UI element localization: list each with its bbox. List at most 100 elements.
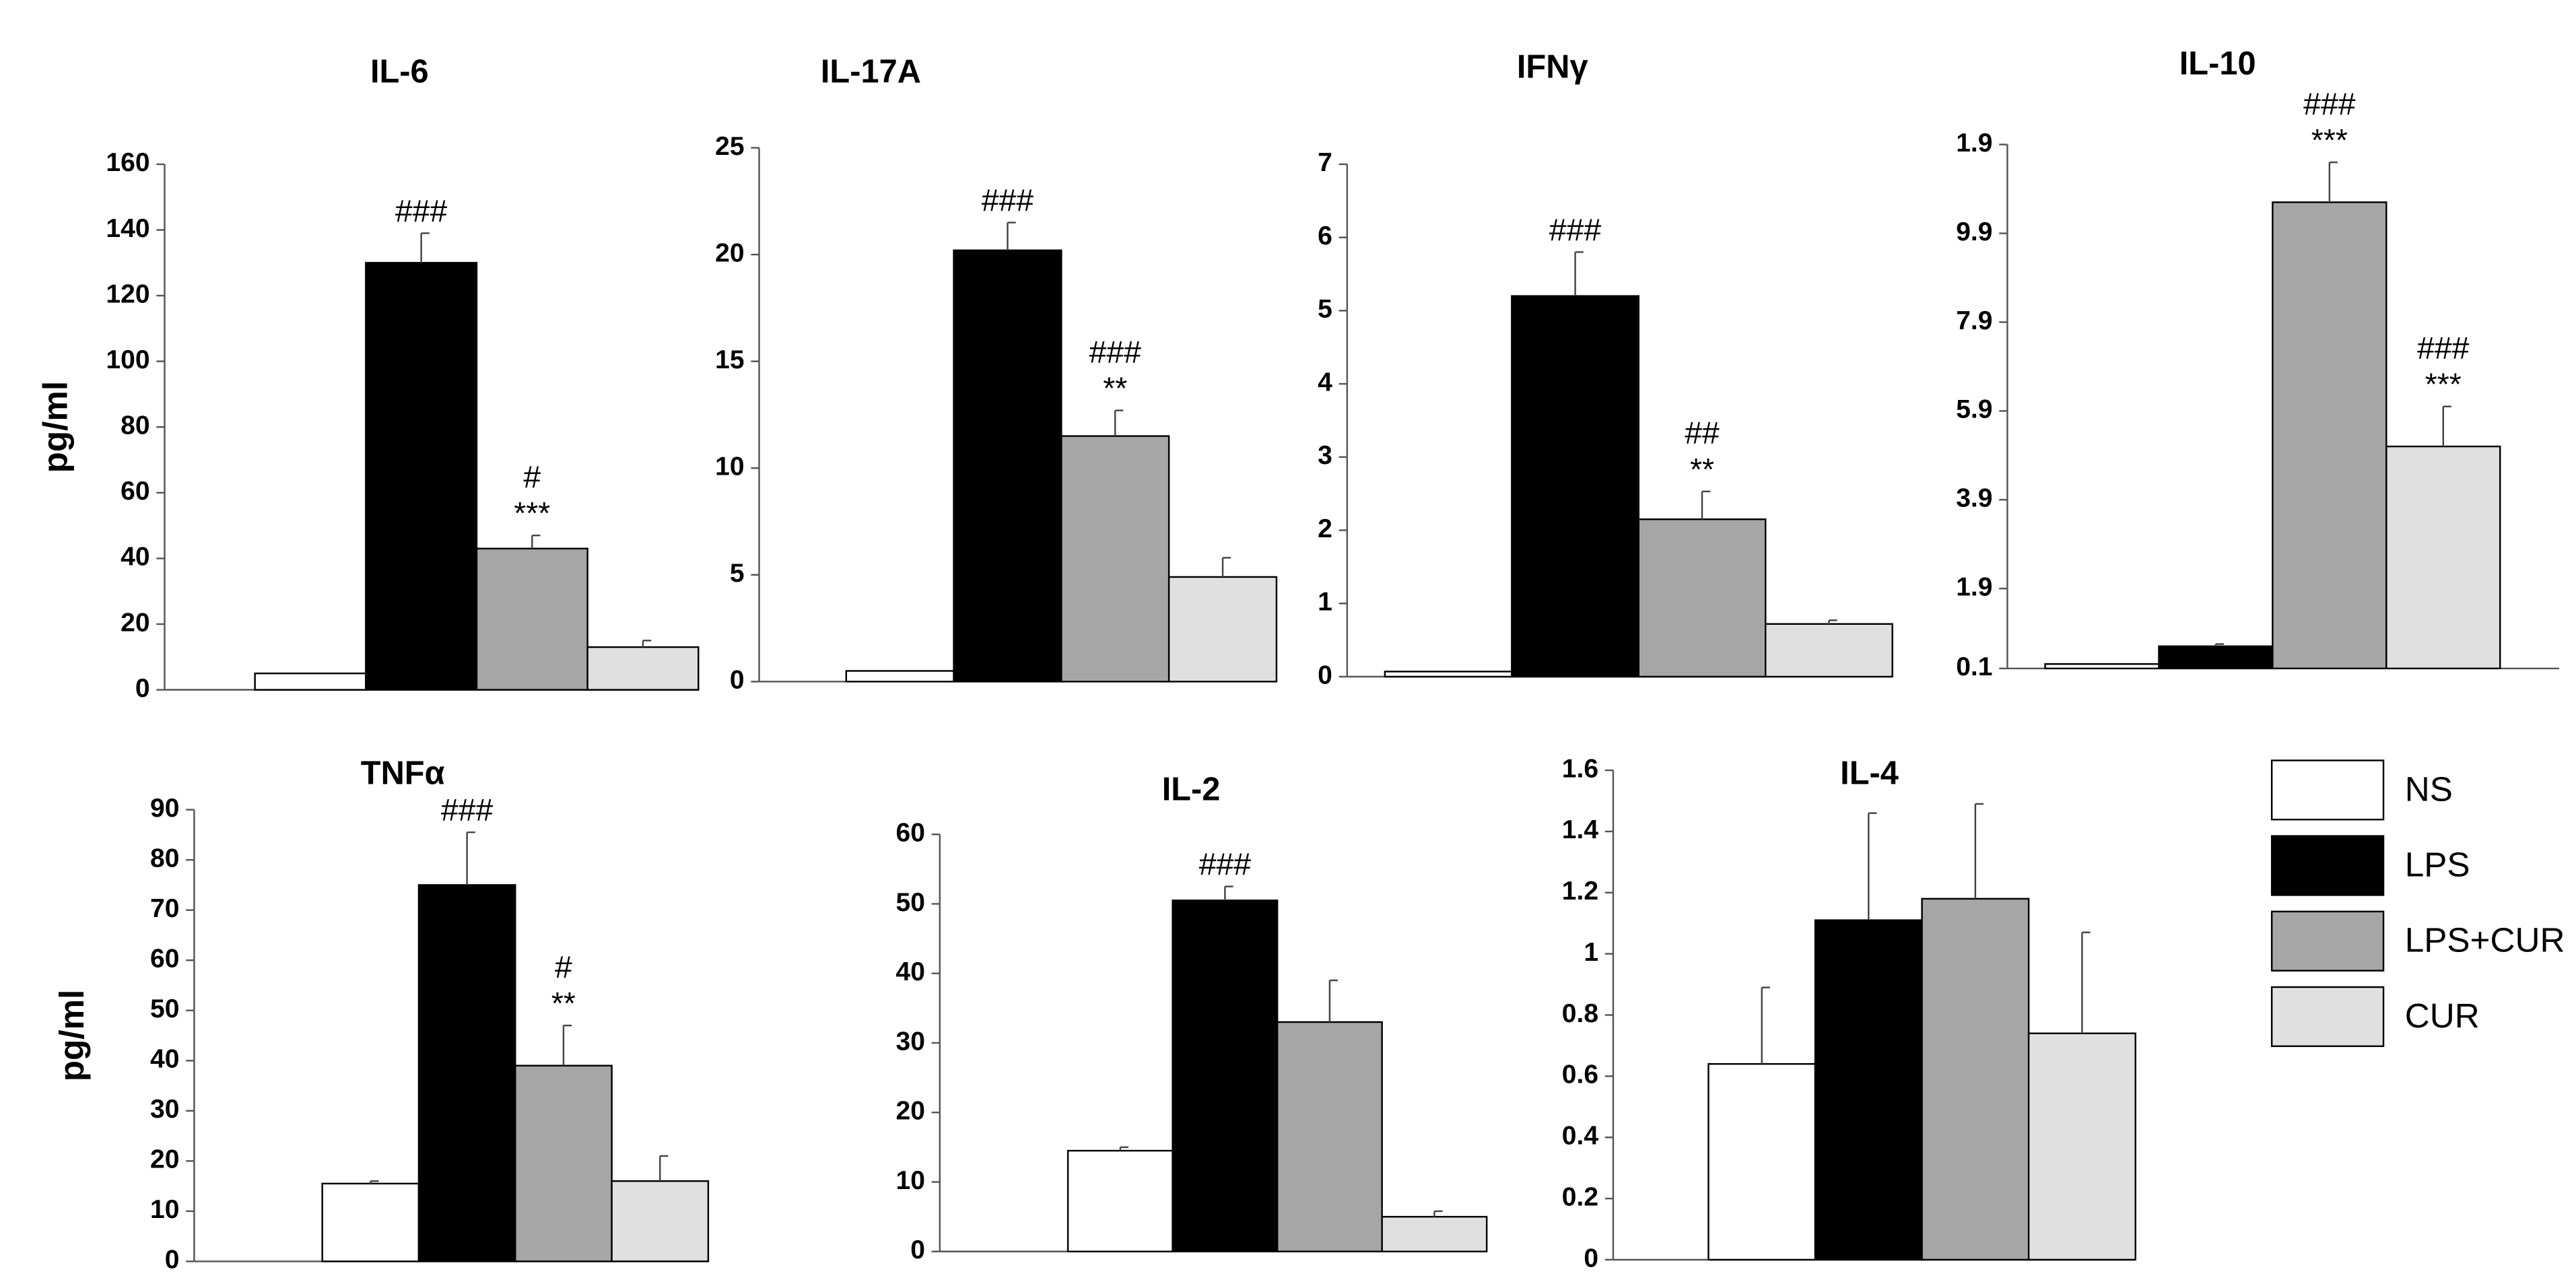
y-tick-label: 60 [150,945,179,974]
y-tick-label: 50 [896,888,925,917]
chart-title: IL-10 [2179,45,2256,81]
y-tick-label: 5 [1318,295,1332,324]
bar [1276,1021,1383,1252]
bar [1637,518,1767,678]
y-tick-label: 80 [121,411,149,440]
bar [1172,900,1279,1252]
chart-title: IL-4 [1840,755,1899,791]
legend-swatch [2270,910,2385,972]
annotation: ### [2303,86,2356,121]
y-tick-label: 30 [896,1027,925,1056]
chart-title: TNFα [361,755,445,791]
y-tick-label: 5 [730,559,745,588]
annotation: ** [551,986,576,1021]
y-tick-label: 1 [1584,938,1598,967]
y-tick-label: 0 [165,1246,180,1275]
y-tick-label: 10 [150,1195,179,1224]
bar [1921,898,2030,1261]
annotation: ### [441,792,494,827]
y-tick-label: 0 [910,1236,925,1264]
legend-swatch [2270,759,2385,821]
bar [1814,919,1923,1261]
y-tick-label: 0.1 [1956,652,1992,681]
y-tick-label: 60 [121,477,149,506]
bar [1511,295,1640,678]
bar [1765,623,1893,678]
y-tick-label: 1.9 [1956,572,1992,601]
y-tick-label: 0.4 [1562,1122,1599,1151]
bar [1060,435,1170,683]
bar [514,1064,613,1262]
bar [1707,1062,1817,1261]
legend-swatch [2270,986,2385,1048]
y-tick-label: 0.6 [1562,1060,1598,1089]
bar [254,672,367,691]
bar [2044,663,2160,670]
y-tick-label: 0.2 [1562,1182,1598,1211]
y-tick-label: 40 [896,957,925,986]
bar [365,262,478,691]
annotation: ### [1089,335,1142,370]
y-tick-label: 1.2 [1562,877,1598,906]
y-tick-label: 70 [150,894,179,923]
bar [611,1180,710,1262]
annotation: ** [1103,371,1127,406]
y-tick-label: 2 [1318,514,1332,543]
y-tick-label: 140 [106,214,149,243]
y-tick-label: 1.4 [1562,815,1599,844]
annotation: *** [2311,123,2348,158]
annotation: ### [395,193,448,228]
bar [2158,645,2274,670]
bar [1167,576,1278,683]
y-axis-label: pg/ml [36,381,74,473]
y-tick-label: 20 [715,238,744,267]
annotation: ### [1199,847,1252,882]
chart-title: IL-17A [821,54,921,90]
bar [586,646,700,691]
annotation: ## [1685,415,1720,450]
y-tick-label: 0 [1584,1244,1598,1273]
y-tick-label: 7 [1318,148,1332,177]
annotation: ### [982,182,1034,217]
y-tick-label: 1 [1318,588,1332,617]
bar [475,547,588,691]
y-tick-label: 60 [896,818,925,847]
y-tick-label: 0 [1318,661,1332,689]
legend-label: NS [2405,770,2453,808]
y-tick-label: 0 [135,674,150,703]
legend-label: CUR [2405,996,2480,1035]
y-tick-label: 30 [150,1095,179,1124]
bar [953,249,1062,683]
legend-swatch [2270,835,2385,896]
y-tick-label: 10 [715,452,744,481]
y-tick-label: 10 [896,1166,925,1195]
y-tick-label: 80 [150,844,179,873]
y-tick-label: 50 [150,994,179,1023]
annotation: # [555,949,572,984]
y-tick-label: 0 [730,666,745,695]
bar [845,670,955,683]
y-tick-label: 3 [1318,441,1332,470]
bar [417,884,516,1262]
y-tick-label: 20 [896,1097,925,1126]
chart-title: IL-6 [370,54,429,90]
y-axis-label: pg/ml [53,990,91,1082]
y-tick-label: 40 [121,543,149,572]
bar [1381,1215,1488,1252]
legend-label: LPS [2405,846,2470,884]
y-tick-label: 100 [106,345,149,374]
legend-label: LPS+CUR [2405,921,2565,959]
bar [2272,201,2387,670]
bar [1066,1149,1174,1252]
bar [2385,445,2501,670]
bar [1384,671,1513,678]
chart-title: IL-2 [1162,772,1221,808]
annotation: ** [1690,452,1714,487]
annotation: # [523,460,541,495]
y-tick-label: 120 [106,279,149,308]
y-tick-label: 7.9 [1956,306,1992,335]
y-tick-label: 1.6 [1562,754,1598,783]
y-tick-label: 5.9 [1956,395,1992,424]
annotation: ### [2417,331,2470,366]
